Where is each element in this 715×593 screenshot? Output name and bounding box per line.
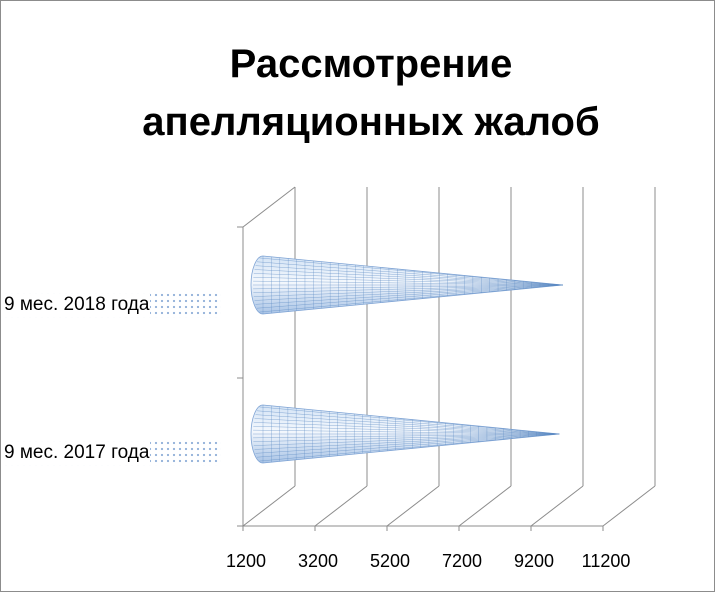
floor-line-9200 xyxy=(530,485,584,527)
x-tick-label-7200: 7200 xyxy=(442,551,482,571)
chart-title-line-1: Рассмотрение xyxy=(229,42,513,86)
category-label-2018: 9 мес. 2018 года xyxy=(3,292,221,318)
y-axis-top-edge xyxy=(242,186,296,228)
bar-9-мес.-2018-года xyxy=(250,255,563,315)
floor-line-1200 xyxy=(242,485,296,527)
x-tick-label-1200: 1200 xyxy=(226,551,266,571)
category-label-2017: 9 мес. 2017 года xyxy=(3,440,221,466)
x-tick-label-5200: 5200 xyxy=(370,551,410,571)
floor-line-11200 xyxy=(602,485,656,527)
x-tick-label-9200: 9200 xyxy=(514,551,554,571)
floor-line-7200 xyxy=(458,485,512,527)
x-tick-label-3200: 3200 xyxy=(298,551,338,571)
chart-title-line-2: апелляционных жалоб xyxy=(142,100,600,144)
floor-line-5200 xyxy=(386,485,440,527)
bar-9-мес.-2017-года xyxy=(250,404,560,464)
floor-line-3200 xyxy=(314,485,368,527)
x-tick-label-11200: 11200 xyxy=(582,551,631,571)
chart-title: Рассмотрение апелляционных жалоб xyxy=(1,35,715,151)
